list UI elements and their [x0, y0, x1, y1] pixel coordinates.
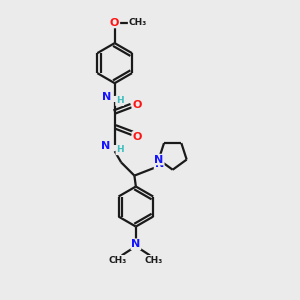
Text: O: O	[132, 132, 142, 142]
Text: H: H	[116, 146, 124, 154]
Text: CH₃: CH₃	[145, 256, 163, 265]
Text: O: O	[132, 100, 142, 110]
Text: CH₃: CH₃	[128, 18, 147, 27]
Text: H: H	[116, 96, 124, 105]
Text: N: N	[131, 239, 140, 249]
Text: CH₃: CH₃	[109, 256, 127, 265]
Text: N: N	[102, 92, 111, 102]
Text: N: N	[154, 154, 163, 165]
Text: O: O	[110, 17, 119, 28]
Text: N: N	[154, 159, 164, 169]
Text: N: N	[101, 141, 110, 151]
